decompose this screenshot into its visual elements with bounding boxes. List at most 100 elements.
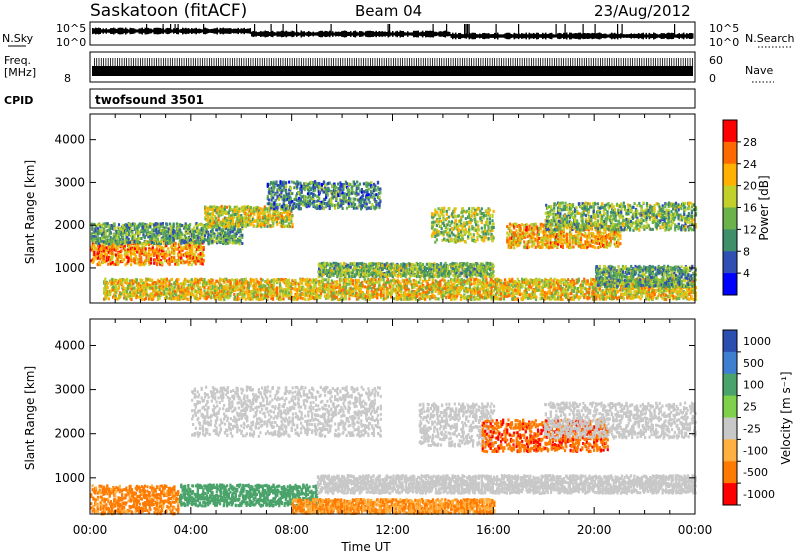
heatmap-cell [109, 257, 112, 261]
nave-spike [680, 58, 682, 66]
nave-spike [579, 58, 581, 66]
nave-spike [151, 58, 153, 66]
nsky-sample [501, 34, 503, 38]
heatmap-cell [378, 195, 381, 199]
nave-spike [441, 58, 443, 66]
nave-spike [577, 58, 578, 66]
heatmap-cell [188, 252, 191, 256]
nsky-sample [618, 34, 620, 38]
nave-spike [351, 58, 353, 66]
heatmap-cell [198, 255, 201, 259]
nave-spike [620, 58, 622, 66]
heatmap-cell [130, 298, 133, 301]
heatmap-cell [113, 239, 116, 243]
heatmap-cell [189, 249, 192, 253]
nsky-sample [521, 33, 523, 39]
nsky-sample [500, 34, 502, 38]
nsky-sample [651, 34, 653, 38]
heatmap-cell [90, 232, 94, 236]
nsky-spike [432, 24, 434, 34]
heatmap-cell [195, 241, 198, 244]
nave-spike [671, 58, 673, 66]
heatmap-cell [158, 244, 161, 248]
nave-spike [241, 58, 242, 66]
nsky-sample [488, 33, 490, 39]
nsky-sample [629, 34, 631, 38]
nsky-sample [639, 33, 641, 39]
nsky-sample [186, 28, 188, 34]
heatmap-cell [158, 296, 161, 300]
heatmap-cell [153, 228, 156, 232]
nave-spike [475, 58, 477, 66]
nsky-sample [558, 32, 560, 40]
heatmap-cell [233, 215, 236, 219]
heatmap-cell [329, 200, 333, 204]
nsky-sample [413, 30, 415, 38]
heatmap-cell [173, 252, 176, 256]
nave-spike [558, 58, 560, 66]
nave-spike [376, 58, 378, 66]
heatmap-cell [304, 182, 307, 186]
nsky-spike [270, 24, 272, 34]
nave-spike [616, 58, 617, 66]
heatmap-cell [133, 246, 137, 250]
nave-spike [165, 58, 167, 66]
nave-spike [220, 58, 222, 66]
nsky-sample [623, 34, 625, 38]
nave-spike [459, 58, 461, 66]
nave-spike [590, 58, 592, 66]
heatmap-cell [161, 245, 164, 249]
nsky-sample [141, 27, 143, 35]
heatmap-cell [119, 238, 122, 242]
heatmap-cell [127, 256, 131, 260]
nave-spike [330, 58, 332, 66]
nsky-sample [473, 32, 475, 40]
heatmap-cell [186, 243, 189, 247]
heatmap-cell [150, 222, 153, 226]
heatmap-cell [280, 211, 283, 215]
heatmap-cell [102, 232, 106, 236]
heatmap-cell [253, 212, 256, 216]
nave-spike [383, 58, 385, 66]
nave-spike [418, 58, 420, 66]
heatmap-cell [140, 259, 143, 263]
nsky-sample [401, 31, 403, 37]
nave-spike [192, 58, 194, 66]
heatmap-cell [196, 231, 199, 235]
heatmap-cell [168, 237, 171, 240]
nsky-sample [672, 33, 674, 39]
heatmap-cell [128, 233, 131, 237]
heatmap-cell [168, 260, 171, 264]
nsky-sample [257, 32, 259, 36]
heatmap-cell [115, 237, 118, 241]
nave-spike [255, 58, 256, 66]
heatmap-cell [327, 187, 330, 191]
heatmap-cell [174, 242, 177, 245]
heatmap-cell [123, 244, 126, 248]
heatmap-cell [91, 239, 94, 243]
heatmap-cell [172, 223, 175, 227]
nave-spike [448, 58, 449, 66]
nsky-spike [146, 24, 148, 31]
nsky-sample [317, 32, 319, 36]
heatmap-cell [276, 286, 279, 290]
nsky-sample [288, 31, 290, 37]
heatmap-cell [138, 262, 141, 266]
nsky-sample [368, 30, 370, 38]
nave-spike [135, 58, 137, 66]
heatmap-cell [187, 298, 190, 301]
heatmap-cell [296, 185, 299, 189]
heatmap-cell [216, 223, 219, 227]
heatmap-cell [168, 250, 171, 254]
nsky-sample [666, 32, 668, 40]
nave-spike [229, 58, 231, 66]
heatmap-cell [233, 279, 236, 282]
nave-spike [225, 58, 226, 66]
heatmap-cell [267, 202, 271, 206]
nave-spike [179, 58, 180, 66]
heatmap-cell [99, 257, 102, 261]
heatmap-cell [233, 222, 236, 226]
heatmap-cell [343, 184, 346, 188]
heatmap-cell [101, 224, 104, 228]
